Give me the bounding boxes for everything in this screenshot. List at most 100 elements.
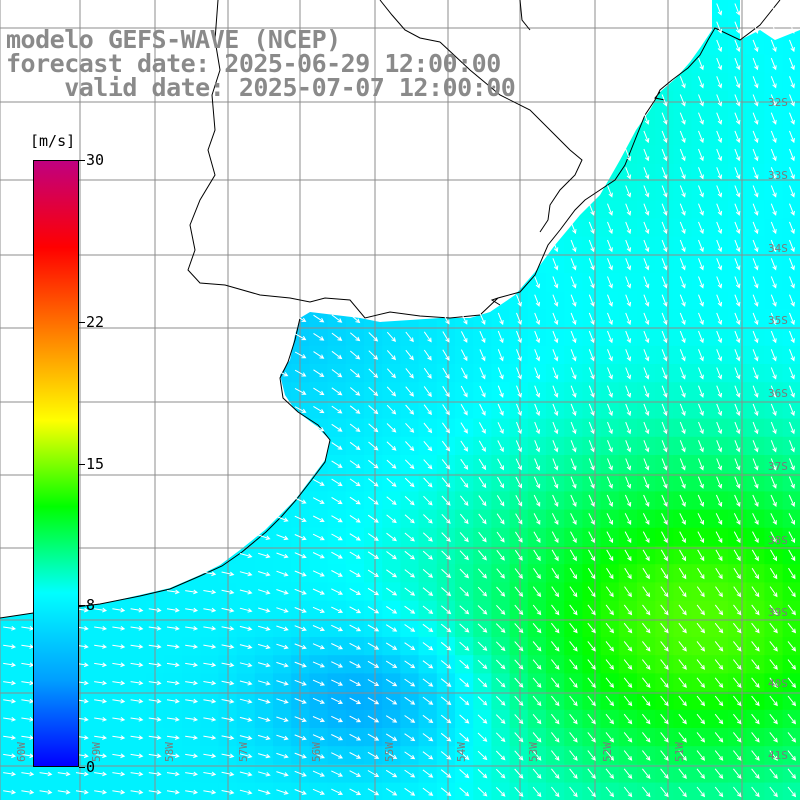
wind-arrow: [130, 771, 144, 777]
colorbar-tick-label: 15: [86, 454, 105, 473]
wind-arrow: [696, 604, 705, 616]
wind-arrow: [422, 605, 434, 615]
wind-arrow: [532, 659, 542, 670]
wind-arrow: [386, 587, 398, 596]
wind-arrow: [441, 587, 452, 597]
wind-arrow: [496, 586, 506, 597]
wind-arrow: [607, 330, 613, 344]
wind-arrow: [94, 626, 108, 631]
wind-arrow: [533, 494, 541, 507]
wind-arrow: [569, 549, 577, 562]
wind-arrow: [459, 605, 470, 615]
wind-arrow: [552, 476, 559, 489]
wind-arrow: [697, 513, 704, 526]
wind-arrow: [294, 552, 307, 559]
wind-arrow: [166, 789, 180, 795]
wind-arrow: [479, 312, 486, 325]
wind-arrow: [643, 494, 650, 507]
wind-arrow: [789, 148, 795, 162]
wind-arrow: [606, 567, 614, 580]
wind-arrow: [423, 440, 433, 452]
wind-arrow: [642, 677, 651, 689]
wind-arrow: [551, 549, 559, 562]
wind-arrow: [642, 768, 651, 780]
wind-arrow: [130, 717, 144, 722]
wind-arrow: [459, 532, 469, 543]
longitude-label: 58W: [163, 742, 176, 762]
wind-arrow: [716, 403, 723, 417]
coastline: [0, 0, 781, 619]
wind-arrow: [588, 476, 595, 489]
wind-arrow: [276, 516, 289, 522]
wind-arrow: [148, 789, 162, 795]
wind-arrow: [460, 331, 468, 343]
wind-arrow: [130, 735, 144, 740]
wind-arrow: [770, 385, 777, 398]
wind-arrow: [624, 586, 632, 598]
wind-arrow: [423, 495, 433, 506]
wind-arrow: [349, 496, 361, 505]
wind-arrow: [661, 403, 668, 417]
wind-arrow: [789, 367, 795, 380]
wind-arrow: [752, 76, 759, 89]
wind-arrow: [643, 276, 650, 289]
wind-arrow: [570, 458, 577, 471]
wind-arrow: [460, 404, 468, 416]
wind-arrow: [496, 513, 505, 525]
wind-arrow: [514, 586, 524, 598]
wind-arrow: [698, 330, 704, 344]
wind-arrow: [661, 294, 668, 307]
wind-arrow: [752, 403, 759, 417]
wind-arrow: [405, 422, 415, 433]
wind-arrow: [625, 276, 632, 289]
wind-arrow: [770, 57, 777, 71]
wind-arrow: [679, 440, 686, 453]
wind-arrow: [349, 332, 361, 342]
wind-arrow: [587, 622, 596, 634]
wind-arrow: [788, 567, 796, 580]
wind-arrow: [588, 239, 595, 253]
wind-arrow: [331, 551, 343, 559]
wind-arrow: [588, 258, 595, 271]
wind-arrow: [477, 568, 487, 579]
wind-arrow: [570, 476, 577, 489]
wind-arrow: [185, 698, 199, 704]
wind-arrow: [349, 679, 362, 686]
wind-arrow: [716, 294, 723, 307]
wind-arrow: [460, 458, 469, 470]
wind-arrow: [569, 641, 578, 652]
wind-arrow: [239, 771, 253, 777]
wind-arrow: [679, 458, 686, 471]
wind-arrow: [148, 680, 162, 686]
wind-arrow: [331, 770, 344, 777]
wind-arrow: [534, 330, 541, 344]
wind-arrow: [623, 677, 633, 689]
wind-arrow: [588, 385, 595, 398]
wind-arrow: [751, 695, 760, 707]
wind-arrow: [459, 586, 470, 597]
wind-arrow: [716, 258, 723, 271]
wind-arrow: [422, 733, 434, 742]
wind-arrow: [716, 330, 723, 344]
wind-arrow: [714, 750, 724, 761]
wind-arrow: [495, 750, 506, 761]
wind-arrow: [751, 586, 760, 598]
wind-arrow: [570, 494, 577, 507]
wind-arrow: [661, 167, 668, 180]
wind-arrow: [185, 644, 199, 649]
wind-arrow: [514, 531, 523, 543]
wind-arrow: [404, 605, 416, 614]
wind-arrow: [733, 567, 741, 580]
wind-arrow: [459, 714, 470, 724]
wind-arrow: [112, 771, 126, 777]
wind-arrow: [752, 458, 759, 471]
wind-arrow: [497, 330, 504, 344]
wind-arrow: [385, 660, 398, 669]
wind-arrow: [570, 239, 577, 253]
wind-arrow: [257, 680, 271, 686]
wind-arrow: [514, 659, 524, 670]
wind-arrow: [625, 258, 632, 271]
wind-arrow: [752, 21, 759, 34]
wind-arrow: [368, 350, 379, 360]
wind-arrow: [148, 626, 162, 631]
